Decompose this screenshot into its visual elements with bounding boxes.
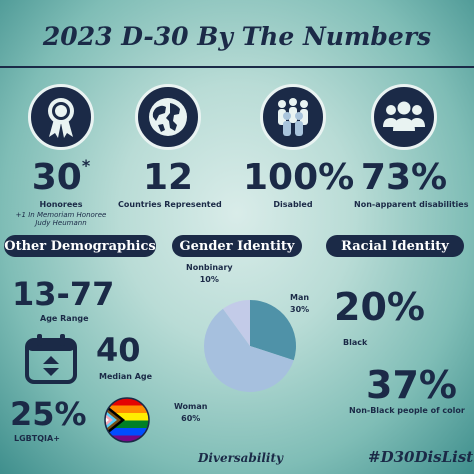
median-age-value: 40	[96, 331, 141, 369]
non-black-poc-label: Non-Black people of color	[349, 406, 465, 415]
stat-note-line: +1 In Memoriam Honoree	[15, 211, 107, 219]
lgbtqia-label: LGBTQIA+	[14, 434, 60, 443]
pie-label-nonbinary: Nonbinary 10%	[186, 262, 233, 285]
median-age-label: Median Age	[99, 372, 153, 381]
hashtag: #D30DisList	[368, 448, 474, 466]
globe-icon	[135, 84, 201, 150]
pie-category-label: Nonbinary	[186, 263, 233, 272]
lgbtqia-value: 25%	[10, 395, 87, 433]
people-group-icon	[260, 84, 326, 150]
pie-value-label: 30%	[290, 304, 310, 314]
title-divider	[0, 66, 474, 68]
stat-countries: 12 Countries Represented	[118, 84, 222, 209]
section-gender-identity: Gender Identity	[172, 235, 302, 257]
age-range-label: Age Range	[40, 314, 89, 323]
stat-value: 12	[142, 157, 194, 198]
pie-label-woman: Woman 60%	[174, 401, 207, 424]
stat-honorees: 30* Honorees +1 In Memoriam Honoree Judy…	[11, 84, 111, 228]
stat-disabled: 100% Disabled	[243, 84, 355, 209]
stat-label: Countries Represented	[118, 200, 222, 209]
asterisk-mark: *	[81, 156, 91, 175]
award-ribbon-icon	[28, 84, 94, 150]
pie-slice-nonbinary	[222, 300, 250, 346]
stat-non-apparent: 73% Non-apparent disabilities	[354, 84, 469, 209]
black-label: Black	[343, 338, 368, 347]
pie-slice-woman	[203, 308, 294, 393]
pie-label-man: Man 30%	[290, 292, 309, 315]
brand-name: Diversability	[198, 451, 284, 465]
stat-label: Honorees	[39, 200, 83, 209]
age-range-value: 13-77	[12, 275, 115, 313]
stat-value: 100%	[243, 157, 355, 198]
calendar-icon	[24, 332, 78, 390]
stat-note-line: Judy Heumann	[35, 219, 87, 228]
section-other-demographics: Other Demographics	[4, 235, 156, 257]
three-people-icon	[371, 84, 437, 150]
progress-pride-flag-icon	[103, 396, 151, 448]
section-racial-identity: Racial Identity	[326, 235, 464, 257]
stat-value: 30	[31, 157, 82, 198]
stat-label: Disabled	[273, 200, 313, 209]
pie-value-label: 60%	[181, 413, 201, 423]
stat-value: 73%	[360, 157, 448, 198]
black-value: 20%	[334, 285, 425, 329]
stat-label: Non-apparent disabilities	[354, 200, 469, 209]
pie-value-label: 10%	[199, 274, 219, 284]
page-title: 2023 D-30 By The Numbers	[42, 22, 432, 51]
non-black-poc-value: 37%	[366, 363, 457, 407]
pie-category-label: Woman	[174, 402, 208, 411]
pie-category-label: Man	[290, 293, 310, 302]
